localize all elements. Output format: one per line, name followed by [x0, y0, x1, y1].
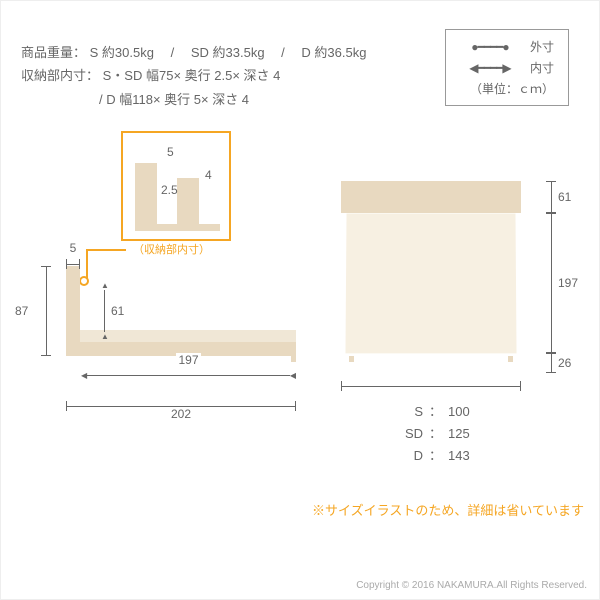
legend-unit: （単位：ｃｍ）: [460, 80, 554, 97]
dim-top-head-61: 61: [546, 181, 556, 213]
zoom-inset: 5 2.5 4 （収納部内寸）: [121, 131, 231, 241]
size-row-s: S ： 100: [391, 401, 470, 423]
weight-line: 商品重量： S 約30.5kg / SD 約33.5kg / D 約36.5kg: [21, 41, 366, 64]
sep1: /: [158, 45, 188, 60]
zoom-vert-2: [177, 178, 199, 224]
top-surface: [345, 213, 516, 353]
leg: [291, 356, 296, 362]
lbl-87: 87: [13, 304, 30, 318]
dim-len-197: 197: [81, 371, 296, 380]
legend-outer: ●━━━━● 外寸: [460, 38, 554, 55]
size-k-sd: SD: [391, 423, 423, 445]
headboard: [66, 266, 80, 356]
size-v-d: 143: [448, 445, 470, 467]
dim-top-width: [341, 381, 521, 391]
storage-prefix: 収納部内寸：: [21, 68, 99, 83]
size-row-d: D ： 143: [391, 445, 470, 467]
weight-d: D 約36.5kg: [301, 45, 366, 60]
weight-sd: SD 約33.5kg: [191, 45, 265, 60]
dim-len-202: 202: [66, 401, 296, 411]
inner-label: 内寸: [530, 59, 554, 76]
dim-headboard-top: 5: [66, 259, 80, 269]
inner-arrow-icon: ◀━━━━▶: [460, 61, 520, 75]
zoom-vert-1: [135, 163, 157, 231]
legend-inner: ◀━━━━▶ 内寸: [460, 59, 554, 76]
frame-back: [80, 330, 296, 342]
size-v-sd: 125: [448, 423, 470, 445]
storage-ssd: S・SD 幅75× 奥行 2.5× 深さ 4: [103, 68, 281, 83]
zoom-base: [135, 224, 220, 231]
lbl-202: 202: [169, 407, 193, 421]
bed-top-view: [341, 181, 521, 356]
disclaimer-text: ※サイズイラストのため、詳細は省いています: [312, 500, 584, 519]
outer-arrow-icon: ●━━━━●: [460, 40, 520, 54]
size-v-s: 100: [448, 401, 470, 423]
storage-line-1: 収納部内寸： S・SD 幅75× 奥行 2.5× 深さ 4: [21, 64, 366, 87]
legend-box: ●━━━━● 外寸 ◀━━━━▶ 内寸 （単位：ｃｍ）: [445, 29, 569, 106]
storage-d: / D 幅118× 奥行 5× 深さ 4: [99, 92, 249, 107]
dim-5: 5: [68, 241, 79, 255]
size-sep: ：: [429, 423, 442, 445]
zoom-dim-5: 5: [167, 145, 174, 159]
zoom-dim-4: 4: [205, 168, 212, 182]
weight-s: S 約30.5kg: [90, 45, 154, 60]
storage-line-2: / D 幅118× 奥行 5× 深さ 4: [21, 88, 366, 111]
dim-top-197: 197: [546, 213, 556, 353]
top-leg-l: [349, 356, 354, 362]
zoom-dim-2-5: 2.5: [161, 183, 178, 197]
size-k-d: D: [391, 445, 423, 467]
lbl-61: 61: [109, 304, 126, 318]
size-table: S ： 100 SD ： 125 D ： 143: [391, 401, 470, 467]
zoom-caption: （収納部内寸）: [133, 241, 210, 257]
copyright-text: Copyright © 2016 NAKAMURA.All Rights Res…: [356, 580, 587, 591]
dim-height-87: 87: [41, 266, 51, 356]
dim-top-26: 26: [546, 353, 556, 373]
size-k-s: S: [391, 401, 423, 423]
spec-text: 商品重量： S 約30.5kg / SD 約33.5kg / D 約36.5kg…: [21, 41, 366, 111]
weight-prefix: 商品重量：: [21, 45, 86, 60]
lbl-top-197: 197: [556, 276, 580, 290]
lbl-197: 197: [176, 353, 200, 367]
size-sep: ：: [429, 401, 442, 423]
outer-label: 外寸: [530, 38, 554, 55]
size-row-sd: SD ： 125: [391, 423, 470, 445]
size-sep: ：: [429, 445, 442, 467]
lbl-top-26: 26: [556, 356, 573, 370]
sep2: /: [268, 45, 298, 60]
top-leg-r: [508, 356, 513, 362]
dim-height-61: 61: [101, 281, 109, 341]
top-head-panel: [341, 181, 521, 213]
lbl-top-61: 61: [556, 190, 573, 204]
